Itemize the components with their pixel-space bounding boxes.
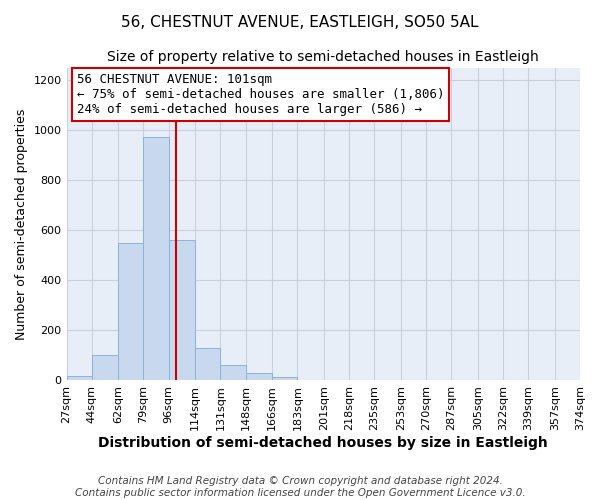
Bar xyxy=(92,356,118,380)
Bar xyxy=(245,373,272,380)
Text: 56, CHESTNUT AVENUE, EASTLEIGH, SO50 5AL: 56, CHESTNUT AVENUE, EASTLEIGH, SO50 5AL xyxy=(121,15,479,30)
Bar xyxy=(67,376,92,380)
Title: Size of property relative to semi-detached houses in Eastleigh: Size of property relative to semi-detach… xyxy=(107,50,539,64)
Bar xyxy=(143,136,169,380)
Bar xyxy=(272,377,298,380)
Text: Contains HM Land Registry data © Crown copyright and database right 2024.
Contai: Contains HM Land Registry data © Crown c… xyxy=(74,476,526,498)
Bar xyxy=(220,364,245,380)
Bar xyxy=(195,348,220,380)
Text: 56 CHESTNUT AVENUE: 101sqm
← 75% of semi-detached houses are smaller (1,806)
24%: 56 CHESTNUT AVENUE: 101sqm ← 75% of semi… xyxy=(77,72,445,116)
Bar xyxy=(118,244,143,380)
X-axis label: Distribution of semi-detached houses by size in Eastleigh: Distribution of semi-detached houses by … xyxy=(98,436,548,450)
Bar xyxy=(169,240,195,380)
Y-axis label: Number of semi-detached properties: Number of semi-detached properties xyxy=(15,108,28,340)
